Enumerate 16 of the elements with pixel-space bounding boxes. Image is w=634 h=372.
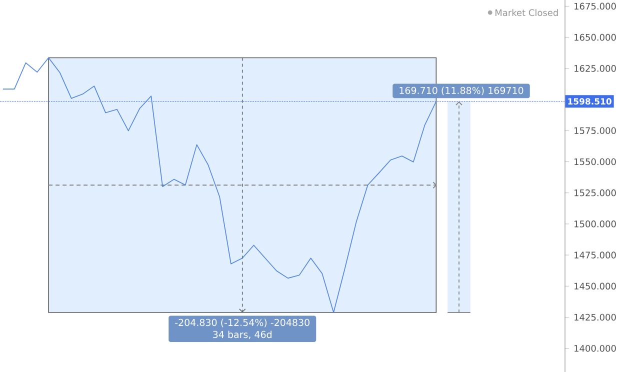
annotation: 34 bars, 46d (213, 330, 272, 340)
y-tick-label: 1575.000 (574, 127, 616, 134)
y-tick-label: 1450.000 (574, 282, 616, 290)
ref-line-label: 1598.510 (568, 98, 612, 105)
y-tick-label: 1425.000 (574, 314, 616, 321)
y-tick-label: 1400.000 (574, 344, 616, 352)
text: Market Closed (495, 9, 558, 16)
y-tick-label: 1550.000 (574, 158, 616, 166)
y-tick-label: 1625.000 (574, 65, 616, 72)
annotation: -204.830 (-12.54%) -204830 (175, 318, 310, 328)
y-tick-label: 1500.000 (574, 220, 616, 228)
y-tick-label: 1475.000 (574, 252, 616, 258)
y-tick-label: 1675.000 (574, 2, 616, 10)
annotation: 169.710 (11.88%) 169710 (400, 86, 524, 96)
y-tick-label: 1650.000 (574, 34, 616, 41)
y-tick-label: 1525.000 (574, 189, 616, 196)
